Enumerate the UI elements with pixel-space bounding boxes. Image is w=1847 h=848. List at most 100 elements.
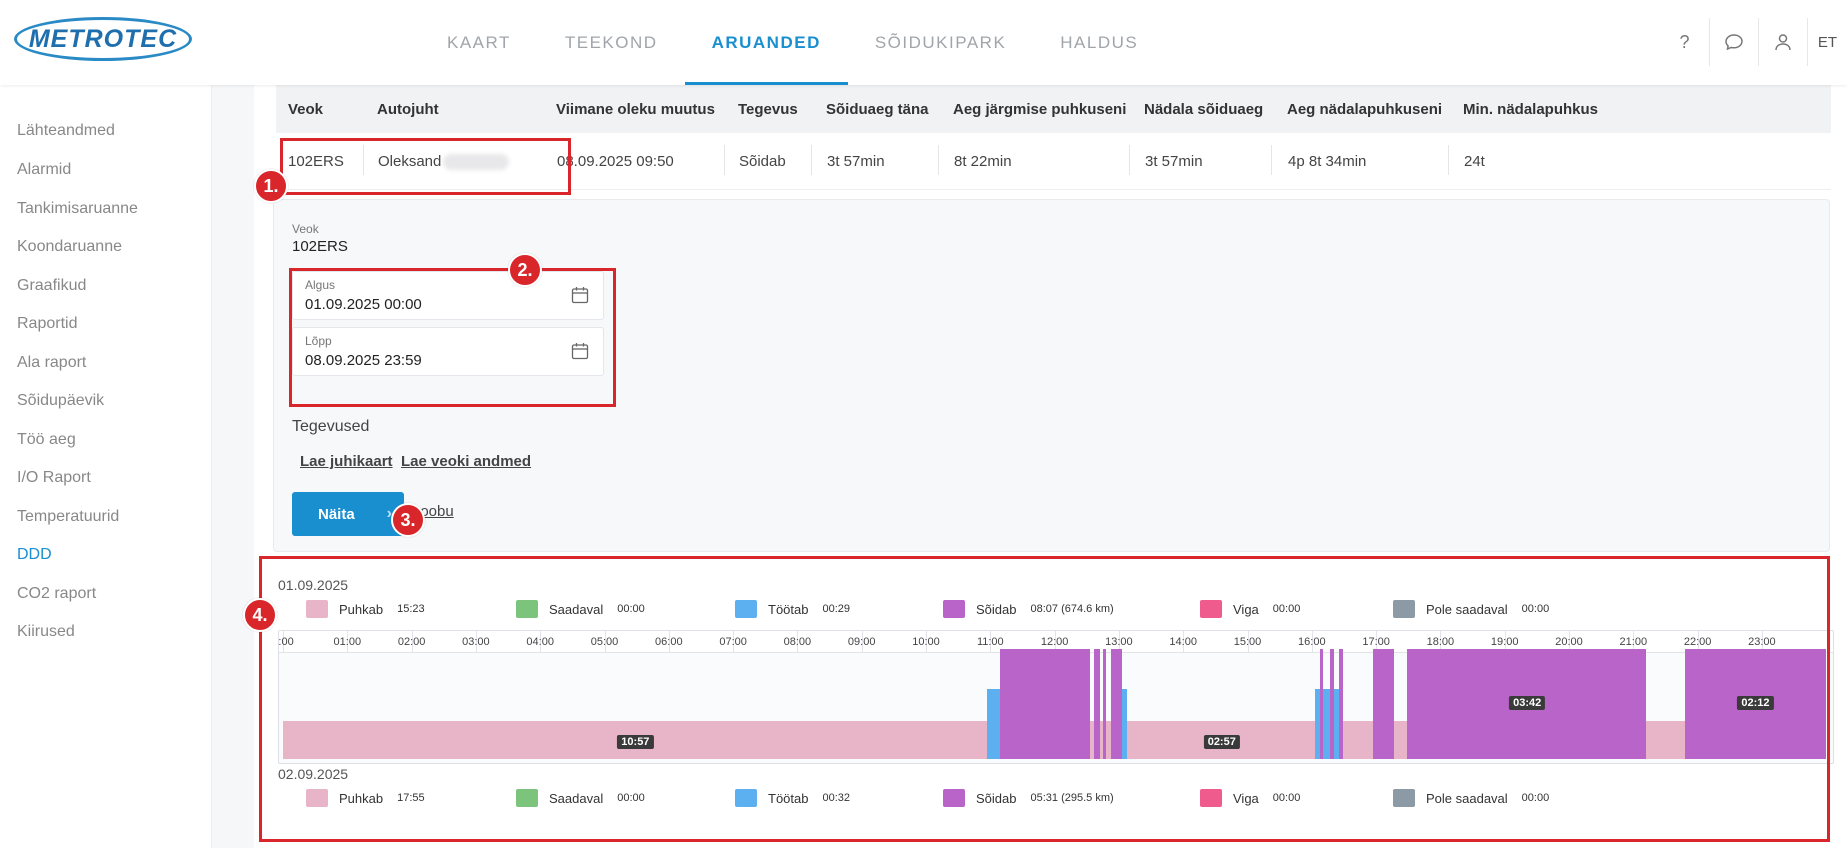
nav-teekond[interactable]: TEEKOND	[564, 32, 658, 52]
legend-name: Puhkab	[339, 601, 384, 617]
activity-segment-driving[interactable]	[1338, 649, 1343, 759]
nav-aruanded[interactable]: ARUANDED	[684, 0, 849, 85]
sidebar-item-lahteandmed[interactable]: Lähteandmed	[17, 122, 115, 139]
ddd-panel: Veok Autojuht Viimane oleku muutus Tegev…	[254, 85, 1847, 848]
legend-value: 00:00	[1521, 792, 1550, 804]
sidebar-item-kiirused[interactable]: Kiirused	[17, 623, 75, 640]
driver-name: Oleksand	[378, 153, 442, 170]
activity-segment-rest[interactable]	[1089, 721, 1095, 759]
col-autojuht[interactable]: Autojuht	[377, 101, 439, 118]
annotation-badge-3: 3.	[391, 503, 425, 537]
col-nadala-soiduaeg[interactable]: Nädala sõiduaeg	[1144, 101, 1264, 118]
sidebar-item-co2-raport[interactable]: CO2 raport	[17, 585, 97, 602]
legend-swatch	[1200, 600, 1222, 618]
legend-swatch	[306, 789, 328, 807]
hour-label: 12:00	[1040, 636, 1069, 648]
sidebar-item-graafikud[interactable]: Graafikud	[17, 277, 87, 294]
sidebar-item-tankimisaruanne[interactable]: Tankimisaruanne	[17, 200, 138, 217]
cell-veok: 102ERS	[288, 153, 344, 170]
sidebar-item-koondaruanne[interactable]: Koondaruanne	[17, 238, 122, 255]
sidebar-item-io-raport[interactable]: I/O Raport	[17, 469, 91, 486]
top-header: METROTEC KAART TEEKOND ARUANDED SÕIDUKIP…	[0, 0, 1847, 85]
sidebar-item-soidupaevik[interactable]: Sõidupäevik	[17, 392, 105, 409]
nav-soidukipark[interactable]: SÕIDUKIPARK	[874, 32, 1007, 52]
nav-haldus[interactable]: HALDUS	[1060, 32, 1139, 52]
load-vehicle-data-link[interactable]: Lae veoki andmed	[401, 453, 532, 470]
activity-segment-rest[interactable]	[1646, 721, 1685, 759]
duration-label: 03:42	[1509, 696, 1546, 710]
sidebar-item-temperatuurid[interactable]: Temperatuurid	[17, 508, 120, 525]
activity-segment-work[interactable]	[987, 689, 1000, 759]
activity-segment-driving[interactable]	[1319, 649, 1324, 759]
end-date-label: Lõpp	[305, 334, 332, 348]
day-date: 01.09.2025	[278, 577, 349, 593]
show-button[interactable]: Näita ›	[292, 492, 404, 536]
sidebar-item-ala-raport[interactable]: Ala raport	[17, 354, 87, 371]
col-viimane-oleku-muutus[interactable]: Viimane oleku muutus	[556, 101, 715, 118]
activity-segment-driving[interactable]	[1102, 649, 1107, 759]
hour-label: 18:00	[1426, 636, 1455, 648]
activity-segment-driving[interactable]	[1372, 649, 1395, 759]
hour-tick	[283, 631, 284, 653]
calendar-icon[interactable]	[571, 286, 589, 304]
legend-item[interactable]: Saadaval 00:00	[516, 789, 645, 807]
activity-segment-rest[interactable]	[1342, 721, 1373, 759]
calendar-icon[interactable]	[571, 342, 589, 360]
load-driver-card-link[interactable]: Lae juhikaart	[300, 453, 393, 470]
legend-item[interactable]: Viga 00:00	[1200, 600, 1300, 618]
activity-segment-work[interactable]	[1315, 689, 1320, 759]
col-soiduaeg-tana[interactable]: Sõiduaeg täna	[826, 101, 929, 118]
legend-item[interactable]: Töötab 00:32	[735, 789, 850, 807]
legend-value: 05:31 (295.5 km)	[1030, 792, 1114, 804]
user-icon[interactable]	[1758, 18, 1807, 66]
legend-value: 00:32	[822, 792, 851, 804]
sidebar-item-ddd[interactable]: DDD	[17, 546, 52, 563]
help-icon[interactable]: ?	[1679, 31, 1690, 52]
col-tegevus[interactable]: Tegevus	[738, 101, 798, 118]
legend-item[interactable]: Saadaval 00:00	[516, 600, 645, 618]
legend-item[interactable]: Puhkab 15:23	[306, 600, 425, 618]
legend-name: Pole saadaval	[1426, 601, 1508, 617]
activity-segment-driving[interactable]	[999, 649, 1090, 759]
legend-name: Viga	[1233, 790, 1259, 806]
legend-item[interactable]: Viga 00:00	[1200, 789, 1300, 807]
sidebar-item-too-aeg[interactable]: Töö aeg	[17, 431, 76, 448]
legend-item[interactable]: Puhkab 17:55	[306, 789, 425, 807]
legend-item[interactable]: Töötab 00:29	[735, 600, 850, 618]
col-aeg-jargmise-puhkuseni[interactable]: Aeg järgmise puhkuseni	[953, 101, 1127, 118]
col-aeg-nadalapuhkuseni[interactable]: Aeg nädalapuhkuseni	[1287, 101, 1443, 118]
activity-segment-driving[interactable]	[1329, 649, 1335, 759]
activity-segment-work[interactable]	[1323, 689, 1330, 759]
metrotec-logo[interactable]: METROTEC	[14, 17, 192, 61]
activity-segment-rest[interactable]	[1394, 721, 1407, 759]
activity-segment-work[interactable]	[1122, 689, 1127, 759]
legend-item[interactable]: Pole saadaval 00:00	[1393, 600, 1549, 618]
start-date-field[interactable]: Algus 01.09.2025 00:00	[292, 271, 604, 320]
hour-tick	[604, 631, 606, 653]
col-veok[interactable]: Veok	[288, 101, 324, 118]
legend-swatch	[516, 789, 538, 807]
hour-label: 07:00	[719, 636, 747, 648]
nav-kaart[interactable]: KAART	[447, 32, 511, 52]
hour-tick	[1183, 631, 1185, 653]
duration-label: 10:57	[617, 735, 654, 749]
sidebar-item-raportid[interactable]: Raportid	[17, 315, 78, 332]
col-min-nadalapuhkus[interactable]: Min. nädalapuhkus	[1463, 101, 1599, 118]
day-timeline: 0:00 01:00 02:00 03:00 04:00 05:00 06:00 07:00 0…	[278, 630, 1834, 764]
activity-segment-driving[interactable]	[1111, 649, 1123, 759]
activity-segment-work[interactable]	[1334, 689, 1339, 759]
sidebar-item-alarmid[interactable]: Alarmid	[17, 161, 72, 178]
legend-item[interactable]: Sõidab 08:07 (674.6 km)	[943, 600, 1114, 618]
hour-tick	[411, 631, 413, 653]
table-row[interactable]: 102ERS Oleksand 08.09.2025 09:50 Sõidab …	[276, 133, 1831, 190]
legend-value: 00:00	[1272, 792, 1301, 804]
activity-segment-rest[interactable]	[1106, 721, 1112, 759]
language-selector[interactable]: ET	[1807, 18, 1847, 66]
legend-item[interactable]: Pole saadaval 00:00	[1393, 789, 1549, 807]
end-date-field[interactable]: Lõpp 08.09.2025 23:59	[292, 327, 604, 376]
chat-icon[interactable]	[1709, 18, 1758, 66]
activity-segment-driving[interactable]	[1094, 649, 1100, 759]
cell-week-drive: 3t 57min	[1145, 153, 1203, 170]
legend-item[interactable]: Sõidab 05:31 (295.5 km)	[943, 789, 1114, 807]
activity-segment-rest[interactable]	[1099, 721, 1103, 759]
